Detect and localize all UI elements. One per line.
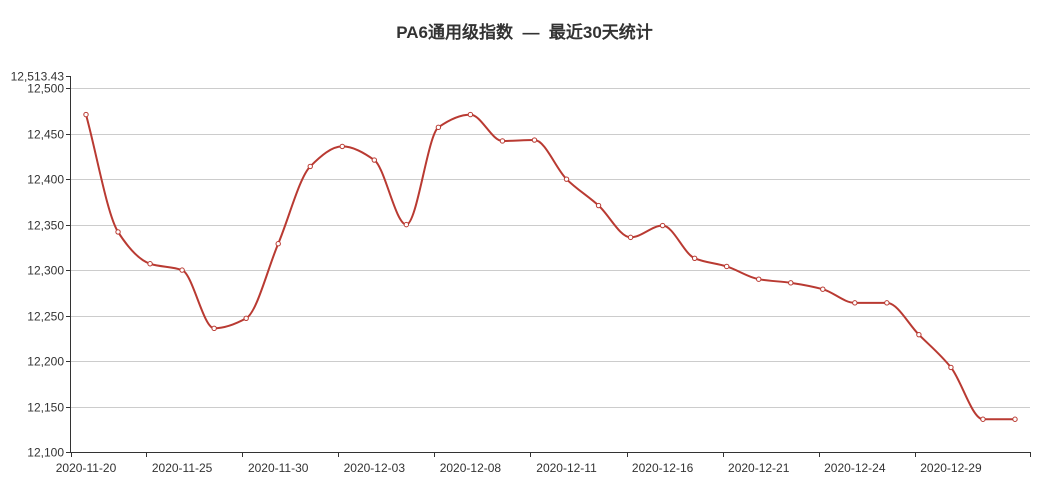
data-point (627, 234, 634, 241)
data-point (852, 300, 858, 306)
y-tick-label: 12,100 (27, 446, 64, 460)
x-tick-label: 2020-12-21 (728, 461, 790, 475)
data-point (243, 315, 249, 322)
data-point (948, 364, 954, 371)
x-axis-labels: 2020-11-20 2020-11-25 2020-11-30 2020-12-03… (56, 461, 982, 475)
data-point (980, 416, 986, 422)
data-point (435, 124, 442, 131)
chart-title: PA6通用级指数 — 最近30天统计 (396, 23, 653, 42)
y-tick-label: 12,350 (27, 219, 64, 233)
x-tick-label: 2020-12-11 (536, 461, 597, 475)
data-point (916, 331, 922, 338)
data-point (83, 111, 89, 118)
data-point (147, 261, 153, 267)
x-tick-label: 2020-11-30 (248, 461, 309, 475)
y-tick-label: 12,300 (27, 264, 64, 278)
series-line (85, 113, 1015, 421)
y-tick-label: 12,500 (27, 82, 64, 96)
data-point (1012, 416, 1018, 422)
y-tick-label: 12,200 (27, 355, 64, 369)
data-point (820, 286, 826, 292)
x-tick-label: 2020-12-03 (344, 461, 406, 475)
data-points (83, 111, 1018, 422)
y-tick-label: 12,150 (27, 401, 64, 415)
x-tick-label: 2020-12-24 (824, 461, 886, 475)
data-point (403, 221, 410, 228)
data-point (467, 111, 474, 118)
data-point (499, 138, 506, 144)
x-tick-label: 2020-12-16 (632, 461, 694, 475)
y-tick-label: 12,450 (27, 128, 64, 142)
data-point (531, 137, 538, 143)
x-tick-label: 2020-11-20 (56, 461, 117, 475)
data-point (371, 157, 378, 163)
data-point (723, 263, 730, 270)
y-tick-label: 12,400 (27, 173, 64, 187)
series (85, 113, 1015, 421)
x-tick-label: 2020-11-25 (152, 461, 213, 475)
data-point (211, 325, 217, 332)
y-max-label: 12,513.43 (11, 70, 65, 84)
y-axis-labels: 12,100 12,150 12,200 12,250 12,300 12,350 12,4… (11, 70, 65, 460)
data-point (884, 300, 890, 306)
data-point (595, 202, 602, 209)
y-tick-label: 12,250 (27, 310, 64, 324)
data-point (563, 176, 570, 182)
x-tick-label: 2020-12-08 (440, 461, 502, 475)
data-point (756, 276, 762, 282)
data-point (788, 280, 794, 286)
data-point (179, 267, 185, 273)
x-tick-label: 2020-12-29 (920, 461, 982, 475)
data-point (659, 222, 666, 229)
gridlines (70, 88, 1030, 408)
data-point (339, 143, 345, 150)
data-point (691, 255, 698, 261)
axes (66, 76, 1031, 457)
data-point (307, 163, 313, 170)
data-point (115, 229, 121, 235)
data-point (275, 241, 281, 247)
